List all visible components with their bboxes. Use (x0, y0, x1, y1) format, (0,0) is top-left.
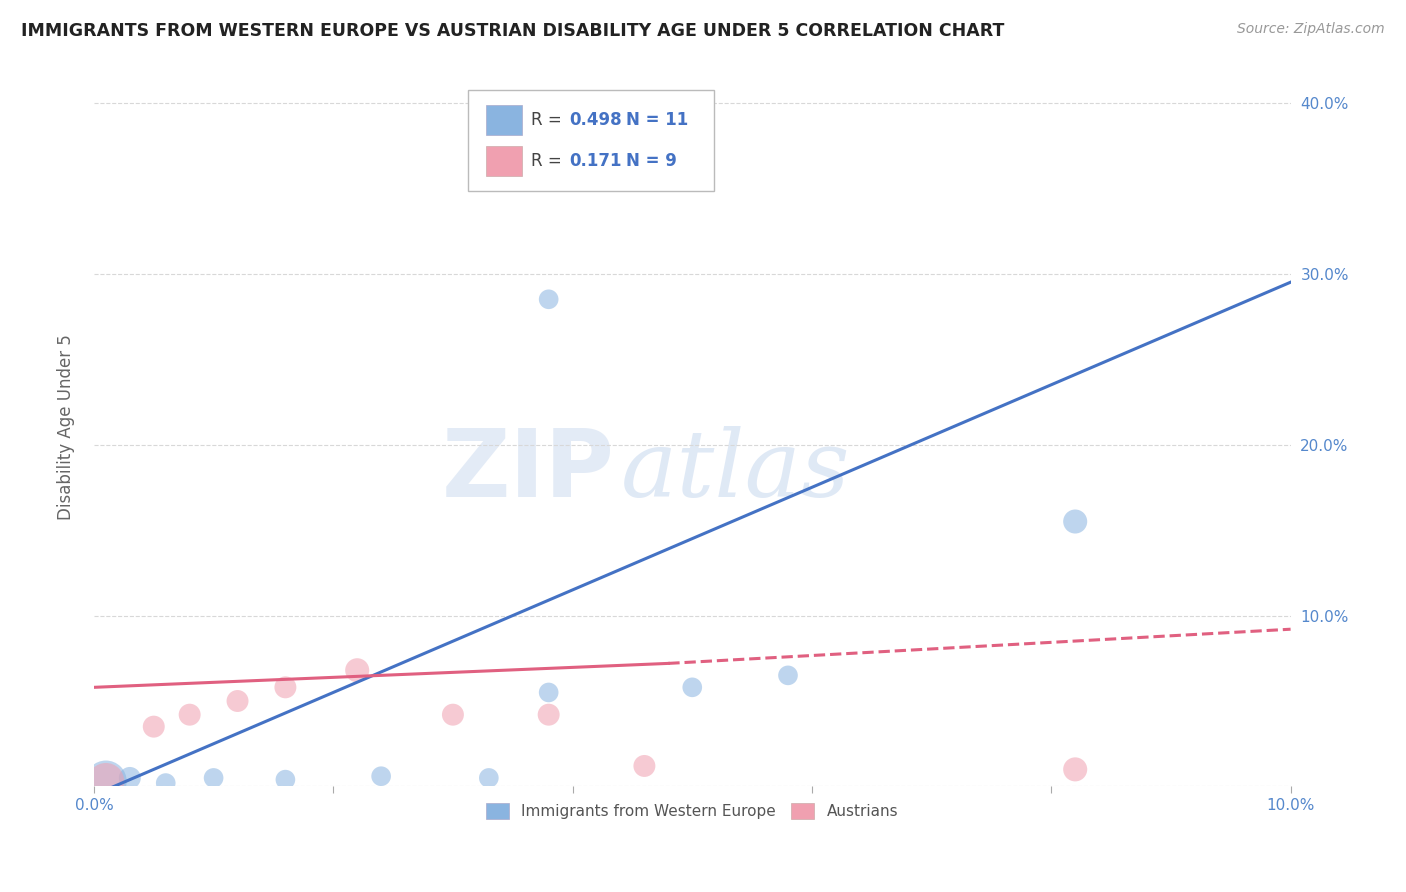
Point (142, 720, 165, 734)
Point (346, 663, 368, 677)
Text: 0.171: 0.171 (569, 152, 621, 169)
Point (441, 707, 464, 722)
Point (776, 668, 799, 682)
Point (537, 685, 560, 699)
Point (657, 150, 679, 164)
Point (155, 776, 177, 790)
Point (1064, 763, 1087, 777)
Legend: Immigrants from Western Europe, Austrians: Immigrants from Western Europe, Austrian… (481, 797, 904, 825)
Point (274, 772, 297, 787)
Point (633, 759, 655, 773)
Text: N = 9: N = 9 (627, 152, 678, 169)
Y-axis label: Disability Age Under 5: Disability Age Under 5 (58, 334, 75, 520)
Point (370, 769, 392, 783)
Point (226, 694, 249, 708)
Point (94, 774, 117, 789)
Point (681, 681, 703, 695)
Point (1064, 515, 1087, 529)
Text: ZIP: ZIP (441, 425, 614, 516)
Point (179, 707, 201, 722)
Text: N = 11: N = 11 (627, 111, 689, 128)
Text: R =: R = (530, 111, 567, 128)
Point (537, 293, 560, 307)
Point (537, 707, 560, 722)
Text: atlas: atlas (620, 425, 851, 516)
Bar (486, 146, 523, 176)
Text: 0.498: 0.498 (569, 111, 621, 128)
Point (94, 774, 117, 789)
FancyBboxPatch shape (468, 90, 714, 191)
Text: IMMIGRANTS FROM WESTERN EUROPE VS AUSTRIAN DISABILITY AGE UNDER 5 CORRELATION CH: IMMIGRANTS FROM WESTERN EUROPE VS AUSTRI… (21, 22, 1004, 40)
Point (118, 771, 141, 785)
Text: Source: ZipAtlas.com: Source: ZipAtlas.com (1237, 22, 1385, 37)
Bar (486, 105, 523, 135)
Point (202, 771, 225, 785)
Point (274, 681, 297, 695)
Point (478, 771, 501, 785)
Text: R =: R = (530, 152, 572, 169)
